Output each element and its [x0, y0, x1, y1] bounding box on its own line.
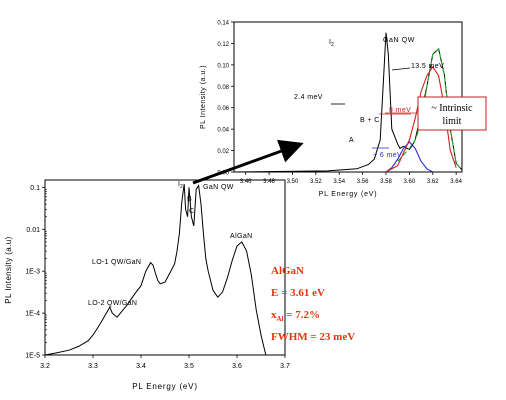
main-x-axis-label: PL Energy (eV): [132, 382, 198, 391]
main-x-tick-label: 3.3: [88, 363, 98, 370]
inset-red-width-label: 8 meV: [389, 107, 411, 114]
inset-chart: 3.46 3.48 3.50 3.52 3.54 3.56 3.58 3.60 3.62 3.64…: [200, 21, 463, 199]
inset-x-tick-label: 3.62: [427, 179, 439, 185]
inset-fwhm-i2-label: 2.4 meV: [294, 94, 323, 101]
inset-x-tick-label: 3.50: [287, 179, 299, 185]
inset-y-tick-label: 0.14: [217, 21, 229, 27]
note-algan: AlGaN: [271, 265, 304, 277]
inset-a-label: A: [349, 137, 354, 144]
inset-bc-label: B + C: [360, 117, 380, 124]
inset-y-tick-label: 0.02: [217, 149, 229, 155]
main-gan-qw-label: GaN QW: [203, 184, 234, 191]
main-b-label: B: [187, 196, 192, 203]
inset-y-tick-label: 0.10: [217, 63, 229, 69]
inset-x-ticks: 3.46 3.48 3.50 3.52 3.54 3.56 3.58 3.60 3.62 3.64: [240, 172, 463, 185]
main-lo2-label: LO-2 QW/GaN: [88, 300, 137, 307]
main-algan-label: AlGaN: [230, 233, 253, 240]
main-plot-frame: [44, 179, 286, 356]
main-series: [44, 184, 271, 356]
inset-y-ticks: 0.000.020.040.060.080.100.120.14: [217, 21, 234, 177]
callout-line-2: limit: [443, 116, 462, 127]
inset-blue-width-label: ~ 6 meV: [373, 152, 402, 159]
main-x-tick-label: 3.6: [232, 363, 242, 370]
inset-x-tick-label: 3.52: [310, 179, 322, 185]
main-series-line-0: [44, 184, 271, 356]
inset-y-tick-label: 0.06: [217, 106, 229, 112]
inset-y-tick-label: 0.04: [217, 128, 229, 134]
main-c-label: C: [189, 208, 194, 215]
main-y-ticks: 1E-5 1E-4 1E-3 0.01 0.1: [25, 185, 47, 360]
inset-y-tick-label: 0.08: [217, 85, 229, 91]
zoom-arrow: [192, 139, 304, 185]
note-energy: E = 3.61 eV: [271, 287, 325, 299]
inset-x-tick-label: 3.60: [404, 179, 416, 185]
inset-x-tick-label: 3.48: [263, 179, 275, 185]
inset-series-line-1: [397, 47, 463, 171]
main-y-tick-label: 0.1: [30, 185, 40, 192]
main-y-tick-label: 1E-3: [25, 269, 40, 276]
main-x-tick-label: 3.2: [40, 363, 50, 370]
main-x-ticks: 3.2 3.3 3.4 3.5 3.6 3.7: [40, 355, 290, 370]
main-y-tick-label: 1E-5: [25, 353, 40, 360]
main-x-tick-label: 3.7: [280, 363, 290, 370]
inset-x-tick-label: 3.58: [380, 179, 392, 185]
main-i2-label: I2: [178, 181, 183, 190]
inset-fwhm-qw-marker: [391, 67, 411, 71]
callout-box: [417, 96, 487, 131]
main-chart: 3.2 3.3 3.4 3.5 3.6 3.7 1E-5 1E-4 1E-3 0.01 0.1 P…: [4, 179, 290, 391]
main-y-tick-label: 0.01: [26, 227, 40, 234]
inset-x-tick-label: 3.54: [333, 179, 345, 185]
main-x-tick-label: 3.4: [136, 363, 146, 370]
note-fwhm: FWHM = 23 meV: [271, 331, 355, 343]
main-y-tick-label: 1E-4: [25, 311, 40, 318]
inset-x-tick-label: 3.64: [450, 179, 462, 185]
inset-x-axis-label: PL Energy (eV): [319, 191, 378, 198]
main-y-axis-label: PL Intensity (a.u): [4, 236, 13, 303]
callout-line-1: ~ Intrinsic: [431, 103, 473, 114]
inset-x-tick-label: 3.56: [357, 179, 369, 185]
main-x-tick-label: 3.5: [184, 363, 194, 370]
inset-y-axis-label: PL Intensity (a.u.): [200, 65, 207, 129]
note-composition: xAl = 7.2%: [271, 309, 320, 323]
main-lo1-label: LO-1 QW/GaN: [92, 259, 141, 266]
inset-gan-qw-label: GaN QW: [383, 37, 415, 44]
inset-series-line-2: [385, 141, 434, 173]
inset-x-tick-label: 3.46: [240, 179, 252, 185]
algan-notes: AlGaN E = 3.61 eV xAl = 7.2% FWHM = 23 m…: [271, 265, 355, 343]
inset-i2-label: I2: [329, 39, 334, 48]
inset-y-tick-label: 0.12: [217, 42, 229, 48]
inset-fwhm-qw-label: 13.5 meV: [411, 63, 444, 70]
